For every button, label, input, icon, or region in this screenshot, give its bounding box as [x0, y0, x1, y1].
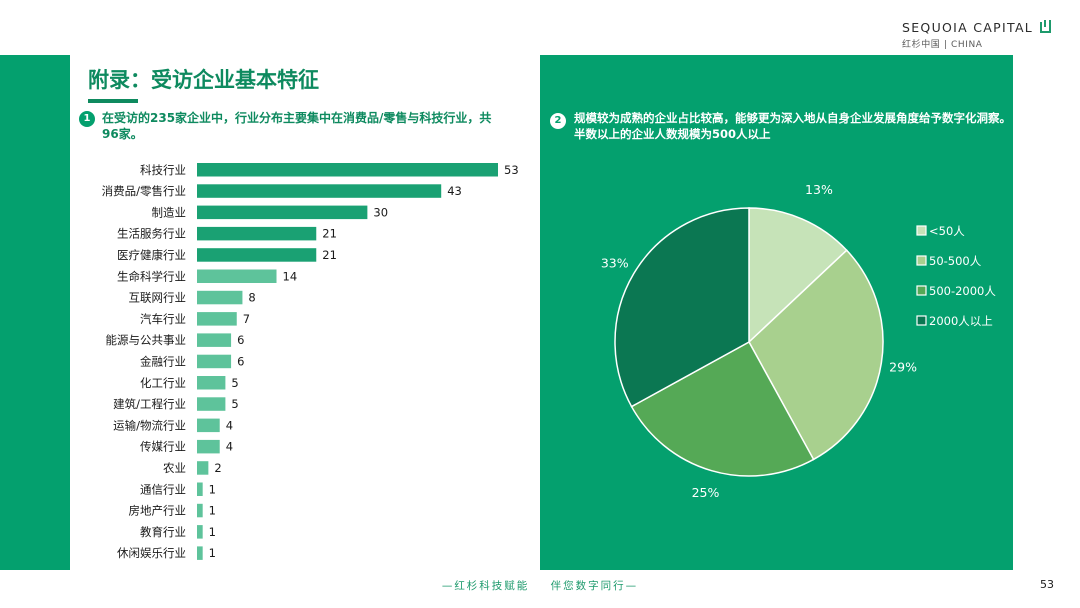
bar-value-label: 2: [214, 461, 221, 475]
legend-swatch: [916, 255, 927, 266]
pie-percent-label: 33%: [601, 256, 629, 271]
bar: [197, 290, 243, 305]
pie-percent-label: 25%: [692, 485, 720, 500]
bar: [197, 312, 237, 326]
bar-value-label: 1: [209, 525, 216, 539]
bar: [197, 418, 220, 433]
bar: [197, 184, 442, 198]
bar-category-label: 通信行业: [140, 482, 186, 496]
bar: [197, 163, 498, 177]
bar-category-label: 制造业: [152, 205, 187, 219]
bar: [197, 525, 203, 539]
pie-percent-label: 29%: [889, 359, 917, 374]
bar: [197, 482, 203, 496]
note-1-text: 在受访的235家企业中，行业分布主要集中在消费品/零售与科技行业，共96家。: [102, 111, 492, 141]
bar-value-label: 21: [322, 248, 337, 262]
bar-value-label: 1: [209, 482, 216, 496]
legend-label: 500-2000人: [929, 284, 996, 298]
bar-category-label: 生活服务行业: [117, 227, 186, 241]
bar-value-label: 14: [283, 269, 298, 283]
page-title: 附录：受访企业基本特征: [88, 68, 319, 92]
bar-category-label: 传媒行业: [140, 440, 186, 454]
bar-value-label: 4: [226, 418, 233, 432]
bar-category-label: 医疗健康行业: [117, 248, 186, 262]
bar: [197, 397, 226, 411]
bar-category-label: 房地产行业: [129, 504, 187, 518]
bar-value-label: 6: [237, 333, 244, 347]
bar-value-label: 6: [237, 354, 244, 368]
company-size-pie-chart: 13% 29% 25% 33% <50人 50-500人 500-2000人 2000人以上: [601, 182, 997, 500]
logo-wordmark: SEQUOIA CAPITAL: [902, 20, 1052, 35]
bar-value-label: 1: [209, 546, 216, 560]
bar-category-label: 建筑/工程行业: [113, 397, 186, 411]
note-1-number-badge: 1: [79, 111, 95, 127]
left-accent-strip: [0, 55, 70, 570]
bar-value-label: 4: [226, 440, 233, 454]
legend-label: 50-500人: [929, 254, 982, 268]
note-2-text: 规模较为成熟的企业占比较高，能够更为深入地从自身企业发展角度给予数字化洞察。半数…: [574, 111, 1011, 141]
page-number: 53: [1040, 578, 1054, 591]
bar: [197, 461, 209, 475]
bar-category-label: 消费品/零售行业: [102, 184, 186, 198]
bar: [197, 439, 220, 454]
bar: [197, 546, 203, 560]
footer-slogan: —红杉科技赋能 伴您数字同行—: [441, 580, 639, 592]
bar-value-label: 5: [231, 397, 238, 411]
pie-slice: [748, 207, 848, 344]
bar-category-label: 科技行业: [140, 163, 186, 177]
bar-category-label: 教育行业: [140, 525, 186, 539]
legend-label: <50人: [929, 224, 965, 238]
legend-swatch: [916, 225, 927, 236]
pie-slice: [748, 249, 884, 461]
bar-value-label: 21: [322, 227, 337, 241]
pie-slice: [630, 340, 815, 477]
bar-category-label: 能源与公共事业: [106, 333, 187, 347]
bar-category-label: 金融行业: [140, 354, 186, 368]
bar: [197, 226, 317, 241]
bar-value-label: 43: [447, 184, 462, 198]
pie-percent-label: 13%: [805, 182, 833, 197]
bar-category-label: 化工行业: [140, 376, 186, 390]
bar-value-label: 1: [209, 504, 216, 518]
bar-category-label: 休闲娱乐行业: [117, 546, 186, 560]
note-2-number-badge: 2: [550, 113, 566, 129]
title-underline: [88, 99, 138, 103]
logo-subtitle: 红杉中国 | CHINA: [902, 40, 983, 50]
bar: [197, 503, 203, 518]
bar: [197, 248, 317, 262]
sequoia-mark-icon: [1040, 20, 1052, 33]
legend-label: 2000人以上: [929, 314, 993, 328]
bar-value-label: 7: [243, 312, 250, 326]
bar-value-label: 53: [504, 163, 519, 177]
bar: [197, 333, 232, 347]
bar: [197, 376, 226, 390]
bar: [197, 354, 232, 369]
bar-category-label: 生命科学行业: [117, 269, 186, 283]
bar: [197, 205, 368, 220]
bar-category-label: 运输/物流行业: [113, 418, 186, 432]
bar: [197, 269, 277, 283]
bar-value-label: 8: [248, 291, 255, 305]
legend-swatch: [916, 285, 927, 296]
legend-swatch: [916, 315, 927, 326]
pie-slice: [614, 207, 750, 408]
sequoia-logo: SEQUOIA CAPITAL 红杉中国 | CHINA: [902, 20, 1052, 50]
bar-category-label: 汽车行业: [140, 312, 186, 326]
bar-value-label: 5: [231, 376, 238, 390]
bar-category-label: 农业: [163, 461, 186, 475]
bar-category-label: 互联网行业: [129, 291, 187, 305]
bar-value-label: 30: [373, 205, 388, 219]
